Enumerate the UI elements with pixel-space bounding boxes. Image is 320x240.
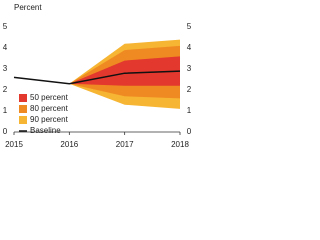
chart: Percent 2015 2016 2017 2018 0 1 2 3 4 5 0 1 2 3 4 5 50 p… [3, 3, 192, 149]
legend-swatch [19, 116, 27, 124]
y2-tick-label: 0 [187, 127, 192, 136]
legend-swatch [19, 94, 27, 102]
y2-tick-label: 4 [187, 43, 192, 52]
legend-label: 80 percent [30, 104, 69, 113]
x-tick-label: 2018 [171, 140, 189, 149]
y-axis-label: Percent [14, 3, 42, 12]
legend-swatch [19, 105, 27, 113]
y2-tick-label: 1 [187, 106, 192, 115]
y-tick-label: 1 [3, 106, 8, 115]
y-tick-label: 0 [3, 127, 8, 136]
baseline-line [13, 70, 181, 85]
legend-label: 90 percent [30, 115, 69, 124]
y-tick-label: 3 [3, 64, 8, 73]
y2-tick-label: 3 [187, 64, 192, 73]
legend-label: 50 percent [30, 93, 69, 102]
y-tick-label: 2 [3, 85, 8, 94]
y2-tick-label: 5 [187, 22, 192, 31]
y-tick-label: 5 [3, 22, 8, 31]
legend-label: Baseline [30, 126, 61, 135]
y-tick-label: 4 [3, 43, 8, 52]
x-tick-label: 2017 [116, 140, 134, 149]
x-tick-label: 2015 [5, 140, 23, 149]
x-tick-label: 2016 [60, 140, 78, 149]
y2-tick-label: 2 [187, 85, 192, 94]
